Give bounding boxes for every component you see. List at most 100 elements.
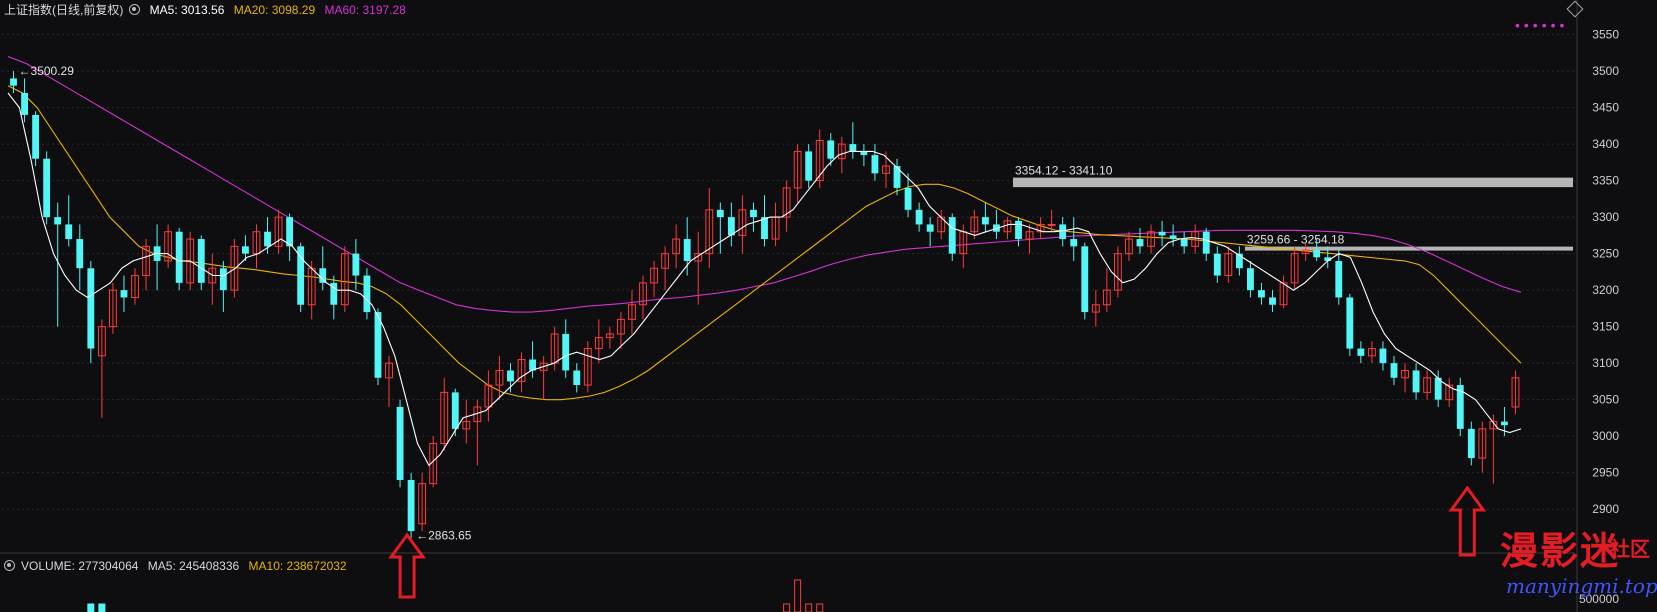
candle-down: [926, 224, 934, 232]
candle-down: [1213, 253, 1221, 276]
candle-up: [418, 483, 427, 525]
candle-up: [617, 318, 625, 335]
candle-up: [705, 209, 714, 255]
y-tick-label: 2950: [1592, 466, 1619, 480]
candle-down: [915, 209, 923, 225]
candle-down: [1467, 428, 1475, 459]
candle-down: [396, 406, 404, 480]
candle-up: [1301, 249, 1310, 255]
candle-down: [319, 268, 327, 283]
candle-down: [904, 187, 912, 210]
candle-down: [1412, 370, 1420, 393]
candle-up: [1478, 428, 1487, 459]
candle-down: [1081, 246, 1089, 313]
candle-down: [175, 231, 183, 283]
candle-down: [849, 144, 857, 152]
y-tick-label: 3350: [1592, 174, 1619, 188]
candle-down: [761, 217, 768, 240]
volume-ma10-label: MA10: 238672032: [248, 559, 347, 573]
candle-down: [871, 155, 879, 174]
watermark-cn-small: 社区: [1610, 537, 1650, 561]
candle-up: [1036, 223, 1045, 233]
candle-up: [164, 231, 173, 262]
volume-ma5-label: MA5: 245408336: [147, 559, 240, 573]
candle-up: [1489, 421, 1498, 430]
candle-down: [1158, 231, 1166, 236]
candle-down: [1015, 220, 1022, 240]
volume-bar: [816, 603, 824, 612]
volume-bar: [805, 603, 813, 612]
candle-down: [1180, 239, 1188, 247]
candle-up: [782, 187, 791, 218]
range-bar: [1244, 246, 1573, 251]
candle-down: [1235, 253, 1243, 269]
ma20-line: [7, 85, 1522, 401]
candle-up: [1147, 231, 1155, 247]
volume-bar: [783, 603, 791, 612]
y-tick-label: 3250: [1592, 247, 1619, 261]
volume-bar: [794, 579, 802, 612]
candle-up: [97, 326, 106, 357]
ma20-label: MA20: 3098.29: [233, 3, 316, 17]
candle-up: [605, 333, 614, 339]
y-tick-label: 3100: [1592, 356, 1619, 370]
candle-down: [716, 209, 724, 218]
candle-up: [1102, 289, 1111, 306]
y-tick-label: 3200: [1592, 283, 1619, 297]
candle-down: [1434, 377, 1442, 400]
y-tick-label: 2900: [1592, 502, 1619, 516]
candle-down: [948, 217, 956, 254]
candle-down: [805, 151, 813, 181]
candle-down: [893, 166, 901, 188]
candle-down: [981, 217, 989, 225]
candle-up: [970, 216, 979, 233]
candle-up: [429, 442, 438, 485]
highlight-arrow-icon: [1448, 485, 1487, 557]
candle-down: [750, 209, 757, 218]
candle-down: [219, 268, 227, 291]
more-dots-icon[interactable]: ••••••: [1515, 17, 1569, 33]
candle-up: [274, 216, 283, 247]
candle-down: [451, 392, 459, 429]
volume-title: VOLUME: 277304064: [21, 559, 139, 573]
candle-up: [484, 384, 493, 408]
candle-up: [142, 245, 150, 277]
range-label: 3354.12 - 3341.10: [1015, 164, 1113, 178]
candle-up: [462, 421, 471, 430]
volume-bar: [98, 603, 106, 612]
candle-up: [650, 267, 658, 284]
candle-down: [529, 359, 537, 371]
ma5-line: [7, 92, 1522, 467]
candle-up: [1224, 253, 1233, 277]
candle-down: [87, 268, 95, 349]
chart-header: 上证指数(日线,前复权) MA5: 3013.56 MA20: 3098.29 …: [4, 1, 412, 18]
candle-up: [1113, 253, 1122, 291]
candle-down: [727, 217, 735, 236]
y-tick-label: 3450: [1592, 101, 1619, 115]
candle-down: [352, 253, 360, 276]
volume-settings-icon[interactable]: [4, 560, 15, 571]
candle-down: [242, 246, 249, 254]
candle-down: [43, 158, 51, 218]
candle-down: [76, 239, 84, 269]
candle-down: [32, 114, 40, 159]
settings-icon[interactable]: [129, 4, 141, 15]
candle-down: [1070, 239, 1078, 247]
candle-up: [1047, 223, 1056, 226]
candle-up: [1279, 282, 1288, 306]
y-tick-label: 3400: [1592, 137, 1619, 151]
candle-down: [683, 239, 691, 261]
candle-down: [573, 370, 581, 386]
candle-up: [495, 369, 504, 386]
y-tick-label: 3300: [1592, 210, 1619, 224]
y-tick-label: 3500: [1592, 64, 1619, 78]
candle-down: [1335, 260, 1343, 298]
candle-down: [407, 479, 415, 532]
candle-down: [1202, 231, 1210, 254]
candle-up: [1125, 238, 1133, 255]
candle-down: [65, 224, 73, 240]
volume-header: VOLUME: 277304064 MA5: 245408336 MA10: 2…: [4, 559, 353, 573]
candle-down: [1169, 235, 1177, 240]
candle-up: [1367, 348, 1376, 357]
